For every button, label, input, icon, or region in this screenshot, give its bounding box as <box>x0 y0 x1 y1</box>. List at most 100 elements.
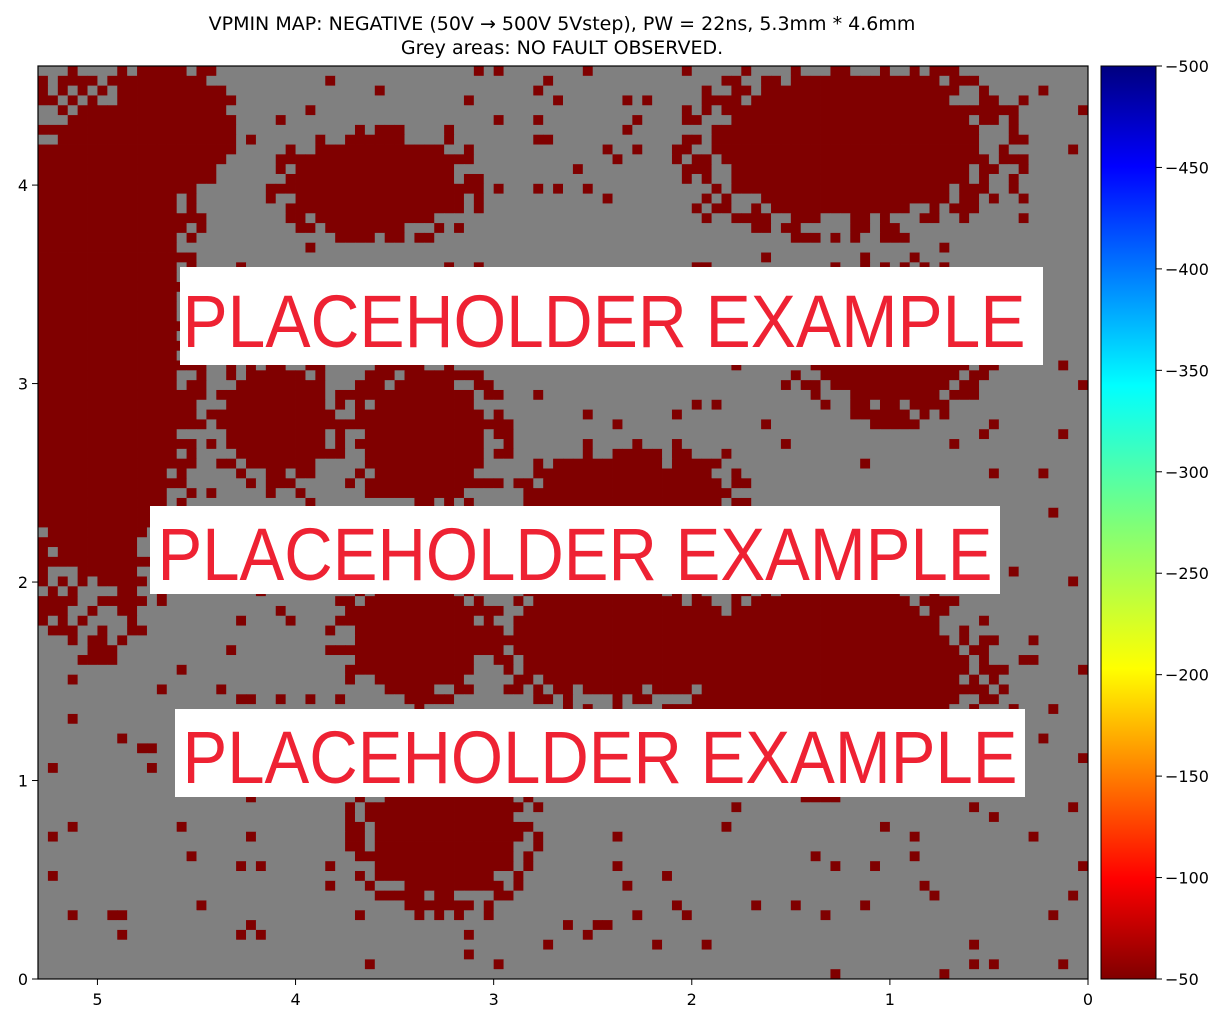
heatmap-cell <box>969 370 980 381</box>
heatmap-cell <box>226 193 237 204</box>
heatmap-cell <box>137 429 148 440</box>
heatmap-cell <box>493 75 504 87</box>
heatmap-cell <box>354 370 366 381</box>
heatmap-cell <box>731 193 742 204</box>
heatmap-cell <box>800 223 812 234</box>
heatmap-cell <box>315 85 326 96</box>
heatmap-cell <box>691 468 703 479</box>
heatmap-cell <box>236 370 247 381</box>
heatmap-cell <box>295 75 306 87</box>
heatmap-cell <box>216 429 227 440</box>
heatmap-cell <box>67 183 79 195</box>
heatmap-cell <box>444 360 455 371</box>
heatmap-cell <box>771 223 782 234</box>
heatmap-cell <box>345 223 356 234</box>
heatmap-cell <box>1038 85 1049 96</box>
heatmap-cell <box>909 232 921 244</box>
heatmap-cell <box>899 66 911 77</box>
heatmap-cell <box>38 124 49 136</box>
heatmap-cell <box>1048 321 1059 332</box>
heatmap-cell <box>87 331 98 342</box>
heatmap-cell <box>127 144 138 155</box>
heatmap-cell <box>156 223 168 234</box>
heatmap-cell <box>107 527 118 538</box>
heatmap-cell <box>979 458 990 469</box>
heatmap-cell <box>354 213 366 224</box>
heatmap-cell <box>454 115 465 126</box>
heatmap-cell <box>454 144 465 155</box>
heatmap-cell <box>1008 517 1020 528</box>
heatmap-cell <box>513 448 524 460</box>
heatmap-cell <box>563 95 574 106</box>
heatmap-cell <box>255 203 267 214</box>
heatmap-cell <box>236 488 247 499</box>
heatmap-cell <box>642 488 653 499</box>
heatmap-cell <box>533 439 544 450</box>
heatmap-cell <box>345 448 356 460</box>
heatmap-cell <box>662 242 673 253</box>
heatmap-cell <box>681 105 693 116</box>
heatmap-cell <box>374 497 386 509</box>
heatmap-cell <box>503 203 514 214</box>
heatmap-cell <box>137 389 148 401</box>
heatmap-cell <box>127 488 138 499</box>
heatmap-cell <box>771 144 782 155</box>
heatmap-cell <box>553 478 564 489</box>
heatmap-cell <box>176 154 187 165</box>
heatmap-cell <box>1038 380 1049 391</box>
heatmap-cell <box>553 232 564 244</box>
heatmap-cell <box>87 252 98 263</box>
heatmap-cell <box>384 409 396 420</box>
heatmap-cell <box>374 173 386 185</box>
heatmap-cell <box>107 331 118 342</box>
heatmap-cell <box>295 380 306 391</box>
heatmap-cell <box>236 164 247 175</box>
heatmap-cell <box>602 85 613 96</box>
heatmap-cell <box>751 154 762 165</box>
heatmap-cell <box>503 242 514 253</box>
heatmap-cell <box>236 134 247 145</box>
heatmap-cell <box>354 360 366 371</box>
heatmap-cell <box>473 164 485 175</box>
heatmap-cell <box>741 242 752 253</box>
heatmap-cell <box>246 409 257 420</box>
heatmap-cell <box>335 154 346 165</box>
heatmap-cell <box>652 105 663 116</box>
heatmap-cell <box>57 242 69 253</box>
heatmap-cell <box>998 232 1010 244</box>
heatmap-cell <box>513 488 524 499</box>
heatmap-cell <box>186 389 197 401</box>
heatmap-cell <box>939 154 950 165</box>
heatmap-cell <box>790 360 802 371</box>
heatmap-cell <box>701 183 712 195</box>
heatmap-cell <box>523 124 534 136</box>
heatmap-cell <box>602 370 613 381</box>
heatmap-cell <box>335 232 346 244</box>
heatmap-cell <box>998 370 1010 381</box>
heatmap-cell <box>1038 193 1049 204</box>
heatmap-cell <box>454 203 465 214</box>
heatmap-cell <box>711 124 722 136</box>
heatmap-cell <box>384 95 396 106</box>
heatmap-cell <box>127 331 138 342</box>
heatmap-cell <box>404 193 415 204</box>
heatmap-cell <box>206 203 217 214</box>
heatmap-cell <box>166 85 178 96</box>
heatmap-cell <box>761 252 772 263</box>
heatmap-cell <box>979 75 990 87</box>
heatmap-cell <box>384 173 396 185</box>
heatmap-cell <box>265 115 277 126</box>
heatmap-cell <box>751 124 762 136</box>
heatmap-cell <box>909 360 921 371</box>
heatmap-cell <box>642 213 653 224</box>
heatmap-cell <box>662 448 673 460</box>
heatmap-cell <box>414 144 425 155</box>
heatmap-cell <box>117 203 128 214</box>
heatmap-cell <box>146 301 158 312</box>
heatmap-cell <box>1078 164 1089 175</box>
heatmap-cell <box>572 448 584 460</box>
heatmap-cell <box>691 380 703 391</box>
heatmap-cell <box>57 321 69 332</box>
heatmap-cell <box>979 497 990 509</box>
heatmap-cell <box>117 223 128 234</box>
